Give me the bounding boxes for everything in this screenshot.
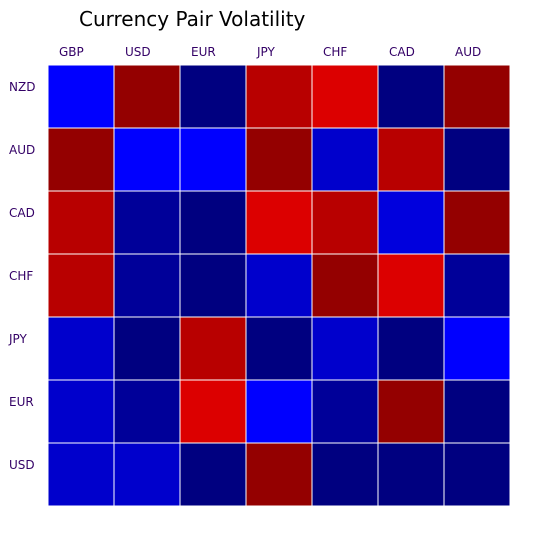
heatmap-cell-cad-eur — [179, 190, 247, 255]
heatmap-cell-jpy-aud — [443, 316, 511, 381]
heatmap-cell-nzd-cad — [377, 64, 445, 129]
x-tick-label-cad: CAD — [389, 45, 415, 59]
heatmap-cell-nzd-gbp — [47, 64, 115, 129]
heatmap-cell-eur-eur — [179, 379, 247, 444]
heatmap-cell-aud-gbp — [47, 127, 115, 192]
heatmap-cell-chf-cad — [377, 253, 445, 318]
y-axis-labels: NZD AUD CAD CHF JPY EUR USD — [8, 80, 35, 472]
y-tick-label-cad: CAD — [9, 206, 35, 220]
heatmap-cell-jpy-gbp — [47, 316, 115, 381]
heatmap-cell-eur-aud — [443, 379, 511, 444]
heatmap-cell-aud-aud — [443, 127, 511, 192]
heatmap-cell-eur-cad — [377, 379, 445, 444]
heatmap-cell-usd-chf — [311, 442, 379, 507]
heatmap-cell-eur-jpy — [245, 379, 313, 444]
heatmap-cell-nzd-aud — [443, 64, 511, 129]
chart-title: Currency Pair Volatility — [79, 7, 306, 31]
heatmap-cell-eur-usd — [113, 379, 181, 444]
heatmap-cell-chf-jpy — [245, 253, 313, 318]
heatmap-cell-cad-aud — [443, 190, 511, 255]
x-tick-label-gbp: GBP — [59, 45, 84, 59]
x-tick-label-chf: CHF — [323, 45, 347, 59]
heatmap-cell-cad-chf — [311, 190, 379, 255]
heatmap-cell-nzd-usd — [113, 64, 181, 129]
heatmap-cell-usd-cad — [377, 442, 445, 507]
heatmap-cell-aud-cad — [377, 127, 445, 192]
heatmap-cell-cad-usd — [113, 190, 181, 255]
heatmap-cell-nzd-jpy — [245, 64, 313, 129]
x-tick-label-usd: USD — [125, 45, 151, 59]
heatmap-cell-usd-jpy — [245, 442, 313, 507]
heatmap-cell-eur-gbp — [47, 379, 115, 444]
heatmap-cell-chf-chf — [311, 253, 379, 318]
heatmap-cell-cad-jpy — [245, 190, 313, 255]
y-tick-label-aud: AUD — [9, 143, 35, 157]
heatmap-cell-nzd-eur — [179, 64, 247, 129]
heatmap-cell-usd-gbp — [47, 442, 115, 507]
heatmap-cell-cad-cad — [377, 190, 445, 255]
heatmap-cell-chf-gbp — [47, 253, 115, 318]
heatmap-cell-aud-jpy — [245, 127, 313, 192]
heatmap-cell-nzd-chf — [311, 64, 379, 129]
y-tick-label-chf: CHF — [9, 269, 33, 283]
y-tick-label-eur: EUR — [9, 395, 34, 409]
heatmap-cell-aud-chf — [311, 127, 379, 192]
heatmap-cell-usd-eur — [179, 442, 247, 507]
heatmap-cell-chf-usd — [113, 253, 181, 318]
x-tick-label-aud: AUD — [455, 45, 481, 59]
y-tick-label-jpy: JPY — [8, 332, 28, 346]
heatmap-cell-jpy-cad — [377, 316, 445, 381]
heatmap-cell-jpy-usd — [113, 316, 181, 381]
heatmap-cell-jpy-jpy — [245, 316, 313, 381]
heatmap-cell-aud-usd — [113, 127, 181, 192]
heatmap-cell-chf-eur — [179, 253, 247, 318]
x-axis-labels: GBP USD EUR JPY CHF CAD AUD — [59, 45, 481, 59]
heatmap-cell-chf-aud — [443, 253, 511, 318]
x-tick-label-eur: EUR — [191, 45, 216, 59]
y-tick-label-nzd: NZD — [9, 80, 35, 94]
heatmap-cell-aud-eur — [179, 127, 247, 192]
heatmap-cell-jpy-chf — [311, 316, 379, 381]
heatmap-cell-jpy-eur — [179, 316, 247, 381]
heatmap-cell-usd-aud — [443, 442, 511, 507]
heatmap-cell-eur-chf — [311, 379, 379, 444]
heatmap-cells — [47, 64, 511, 507]
x-tick-label-jpy: JPY — [256, 45, 276, 59]
heatmap-cell-usd-usd — [113, 442, 181, 507]
y-tick-label-usd: USD — [9, 458, 35, 472]
heatmap-cell-cad-gbp — [47, 190, 115, 255]
